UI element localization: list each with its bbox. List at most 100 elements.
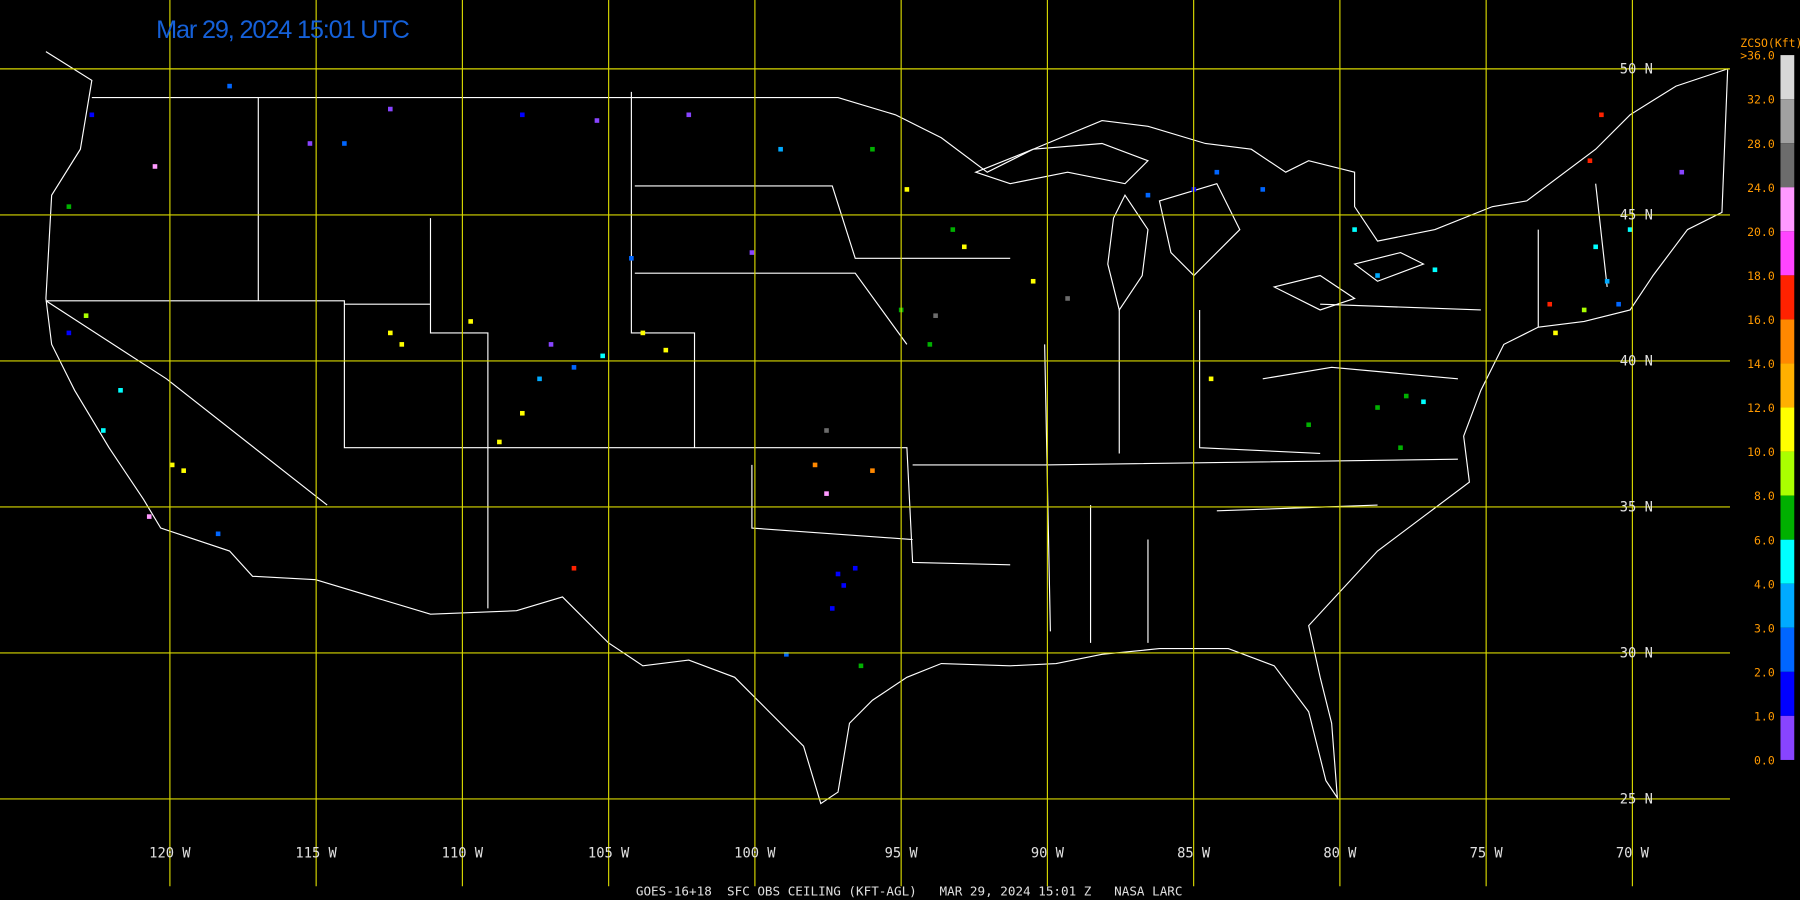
legend-swatch bbox=[1780, 363, 1795, 408]
legend-swatch bbox=[1780, 671, 1795, 716]
station-dot bbox=[571, 365, 577, 370]
state-lines bbox=[45, 91, 1608, 643]
station-dot bbox=[1553, 330, 1558, 336]
station-dot bbox=[1432, 267, 1438, 273]
legend-swatch bbox=[1780, 495, 1795, 540]
station-dot bbox=[1306, 422, 1311, 428]
legend-label: 0.0 bbox=[1754, 754, 1775, 768]
legend-swatch bbox=[1780, 715, 1795, 760]
lat-lon-grid: 120 W 115 W 110 W 105 W 100 W 95 W 90 W 85 W 80 … bbox=[0, 0, 1730, 887]
station-dot bbox=[784, 652, 789, 657]
station-dot bbox=[548, 342, 554, 347]
station-dot bbox=[181, 468, 186, 473]
legend-swatch bbox=[1780, 539, 1795, 584]
station-dot bbox=[497, 439, 502, 445]
station-observations bbox=[66, 83, 1685, 669]
station-dot bbox=[1030, 278, 1036, 284]
legend-label: 6.0 bbox=[1754, 533, 1775, 547]
color-legend: >36.0 32.0 28.0 24.0 20.0 18.0 16.0 14.0 12.0 10.… bbox=[1740, 49, 1795, 768]
station-dot bbox=[1593, 244, 1598, 250]
longitude-label: 85 W bbox=[1177, 846, 1211, 862]
station-dot bbox=[1599, 112, 1604, 118]
station-dot bbox=[307, 141, 313, 146]
legend-label: 12.0 bbox=[1747, 401, 1775, 415]
station-dot bbox=[215, 531, 221, 537]
station-dot bbox=[1352, 227, 1357, 232]
longitude-label: 115 W bbox=[295, 846, 337, 862]
legend-swatch bbox=[1780, 187, 1795, 232]
legend-swatch bbox=[1780, 99, 1795, 144]
footer-caption: GOES-16+18 SFC OBS CEILING (KFT-AGL) MAR… bbox=[636, 883, 1183, 898]
longitude-label: 110 W bbox=[442, 846, 484, 862]
legend-label: 24.0 bbox=[1747, 181, 1775, 195]
longitude-label: 120 W bbox=[149, 846, 191, 862]
station-dot bbox=[66, 204, 72, 209]
station-dot bbox=[829, 606, 835, 611]
geography bbox=[45, 51, 1729, 805]
station-dot bbox=[66, 330, 72, 336]
station-dot bbox=[841, 583, 847, 588]
station-dot bbox=[342, 141, 347, 146]
station-dot bbox=[824, 428, 829, 433]
station-dot bbox=[1260, 187, 1266, 192]
latitude-label: 25 N bbox=[1620, 792, 1653, 808]
station-dot bbox=[835, 571, 841, 577]
station-dot bbox=[1208, 376, 1214, 382]
station-dot bbox=[89, 112, 95, 118]
longitude-label: 75 W bbox=[1470, 846, 1504, 862]
timestamp: Mar 29, 2024 15:01 UTC bbox=[156, 16, 410, 44]
legend-swatch bbox=[1780, 143, 1795, 188]
station-dot bbox=[1581, 307, 1587, 313]
station-dot bbox=[1375, 273, 1380, 278]
station-dot bbox=[1679, 169, 1685, 175]
legend-swatch bbox=[1780, 407, 1795, 452]
longitude-label: 90 W bbox=[1031, 846, 1065, 862]
us-outline bbox=[45, 51, 1729, 805]
station-dot bbox=[1421, 399, 1426, 405]
station-dot bbox=[520, 410, 525, 416]
station-dot bbox=[468, 319, 473, 324]
station-dot bbox=[663, 347, 669, 353]
legend-label: 10.0 bbox=[1747, 445, 1775, 459]
legend-label: 16.0 bbox=[1747, 313, 1775, 327]
station-dot bbox=[1214, 169, 1220, 175]
station-dot bbox=[520, 112, 525, 118]
station-dot bbox=[852, 565, 858, 571]
legend-swatch bbox=[1780, 275, 1795, 320]
station-dot bbox=[933, 313, 938, 318]
legend-label: 4.0 bbox=[1754, 577, 1775, 591]
legend-label: >36.0 bbox=[1740, 49, 1775, 63]
legend-swatch bbox=[1780, 55, 1795, 100]
station-dot bbox=[169, 462, 175, 468]
latitude-label: 50 N bbox=[1620, 61, 1653, 77]
station-dot bbox=[1398, 445, 1403, 450]
legend-swatch bbox=[1780, 583, 1795, 628]
great-lakes bbox=[974, 142, 1425, 312]
station-dot bbox=[824, 491, 829, 496]
station-dot bbox=[870, 468, 875, 473]
station-dot bbox=[388, 330, 393, 336]
station-dot bbox=[870, 146, 875, 152]
station-dot bbox=[571, 565, 577, 571]
legend-swatch bbox=[1780, 627, 1795, 672]
station-dot bbox=[399, 342, 405, 347]
latitude-label: 40 N bbox=[1620, 354, 1653, 370]
station-dot bbox=[778, 146, 783, 152]
legend-label: 8.0 bbox=[1754, 489, 1775, 503]
longitude-label: 105 W bbox=[588, 846, 630, 862]
latitude-label: 45 N bbox=[1620, 207, 1653, 223]
longitude-label: 95 W bbox=[885, 846, 919, 862]
station-dot bbox=[146, 514, 152, 519]
station-dot bbox=[152, 164, 158, 169]
station-dot bbox=[594, 118, 600, 123]
station-dot bbox=[83, 313, 89, 318]
legend-title: ZCSO(Kft) bbox=[1740, 36, 1800, 50]
legend-label: 3.0 bbox=[1754, 621, 1775, 635]
station-dot bbox=[1547, 301, 1553, 307]
station-dot bbox=[1145, 192, 1151, 198]
station-dot bbox=[927, 342, 933, 347]
station-dot bbox=[1616, 301, 1621, 307]
legend-label: 32.0 bbox=[1747, 93, 1775, 107]
